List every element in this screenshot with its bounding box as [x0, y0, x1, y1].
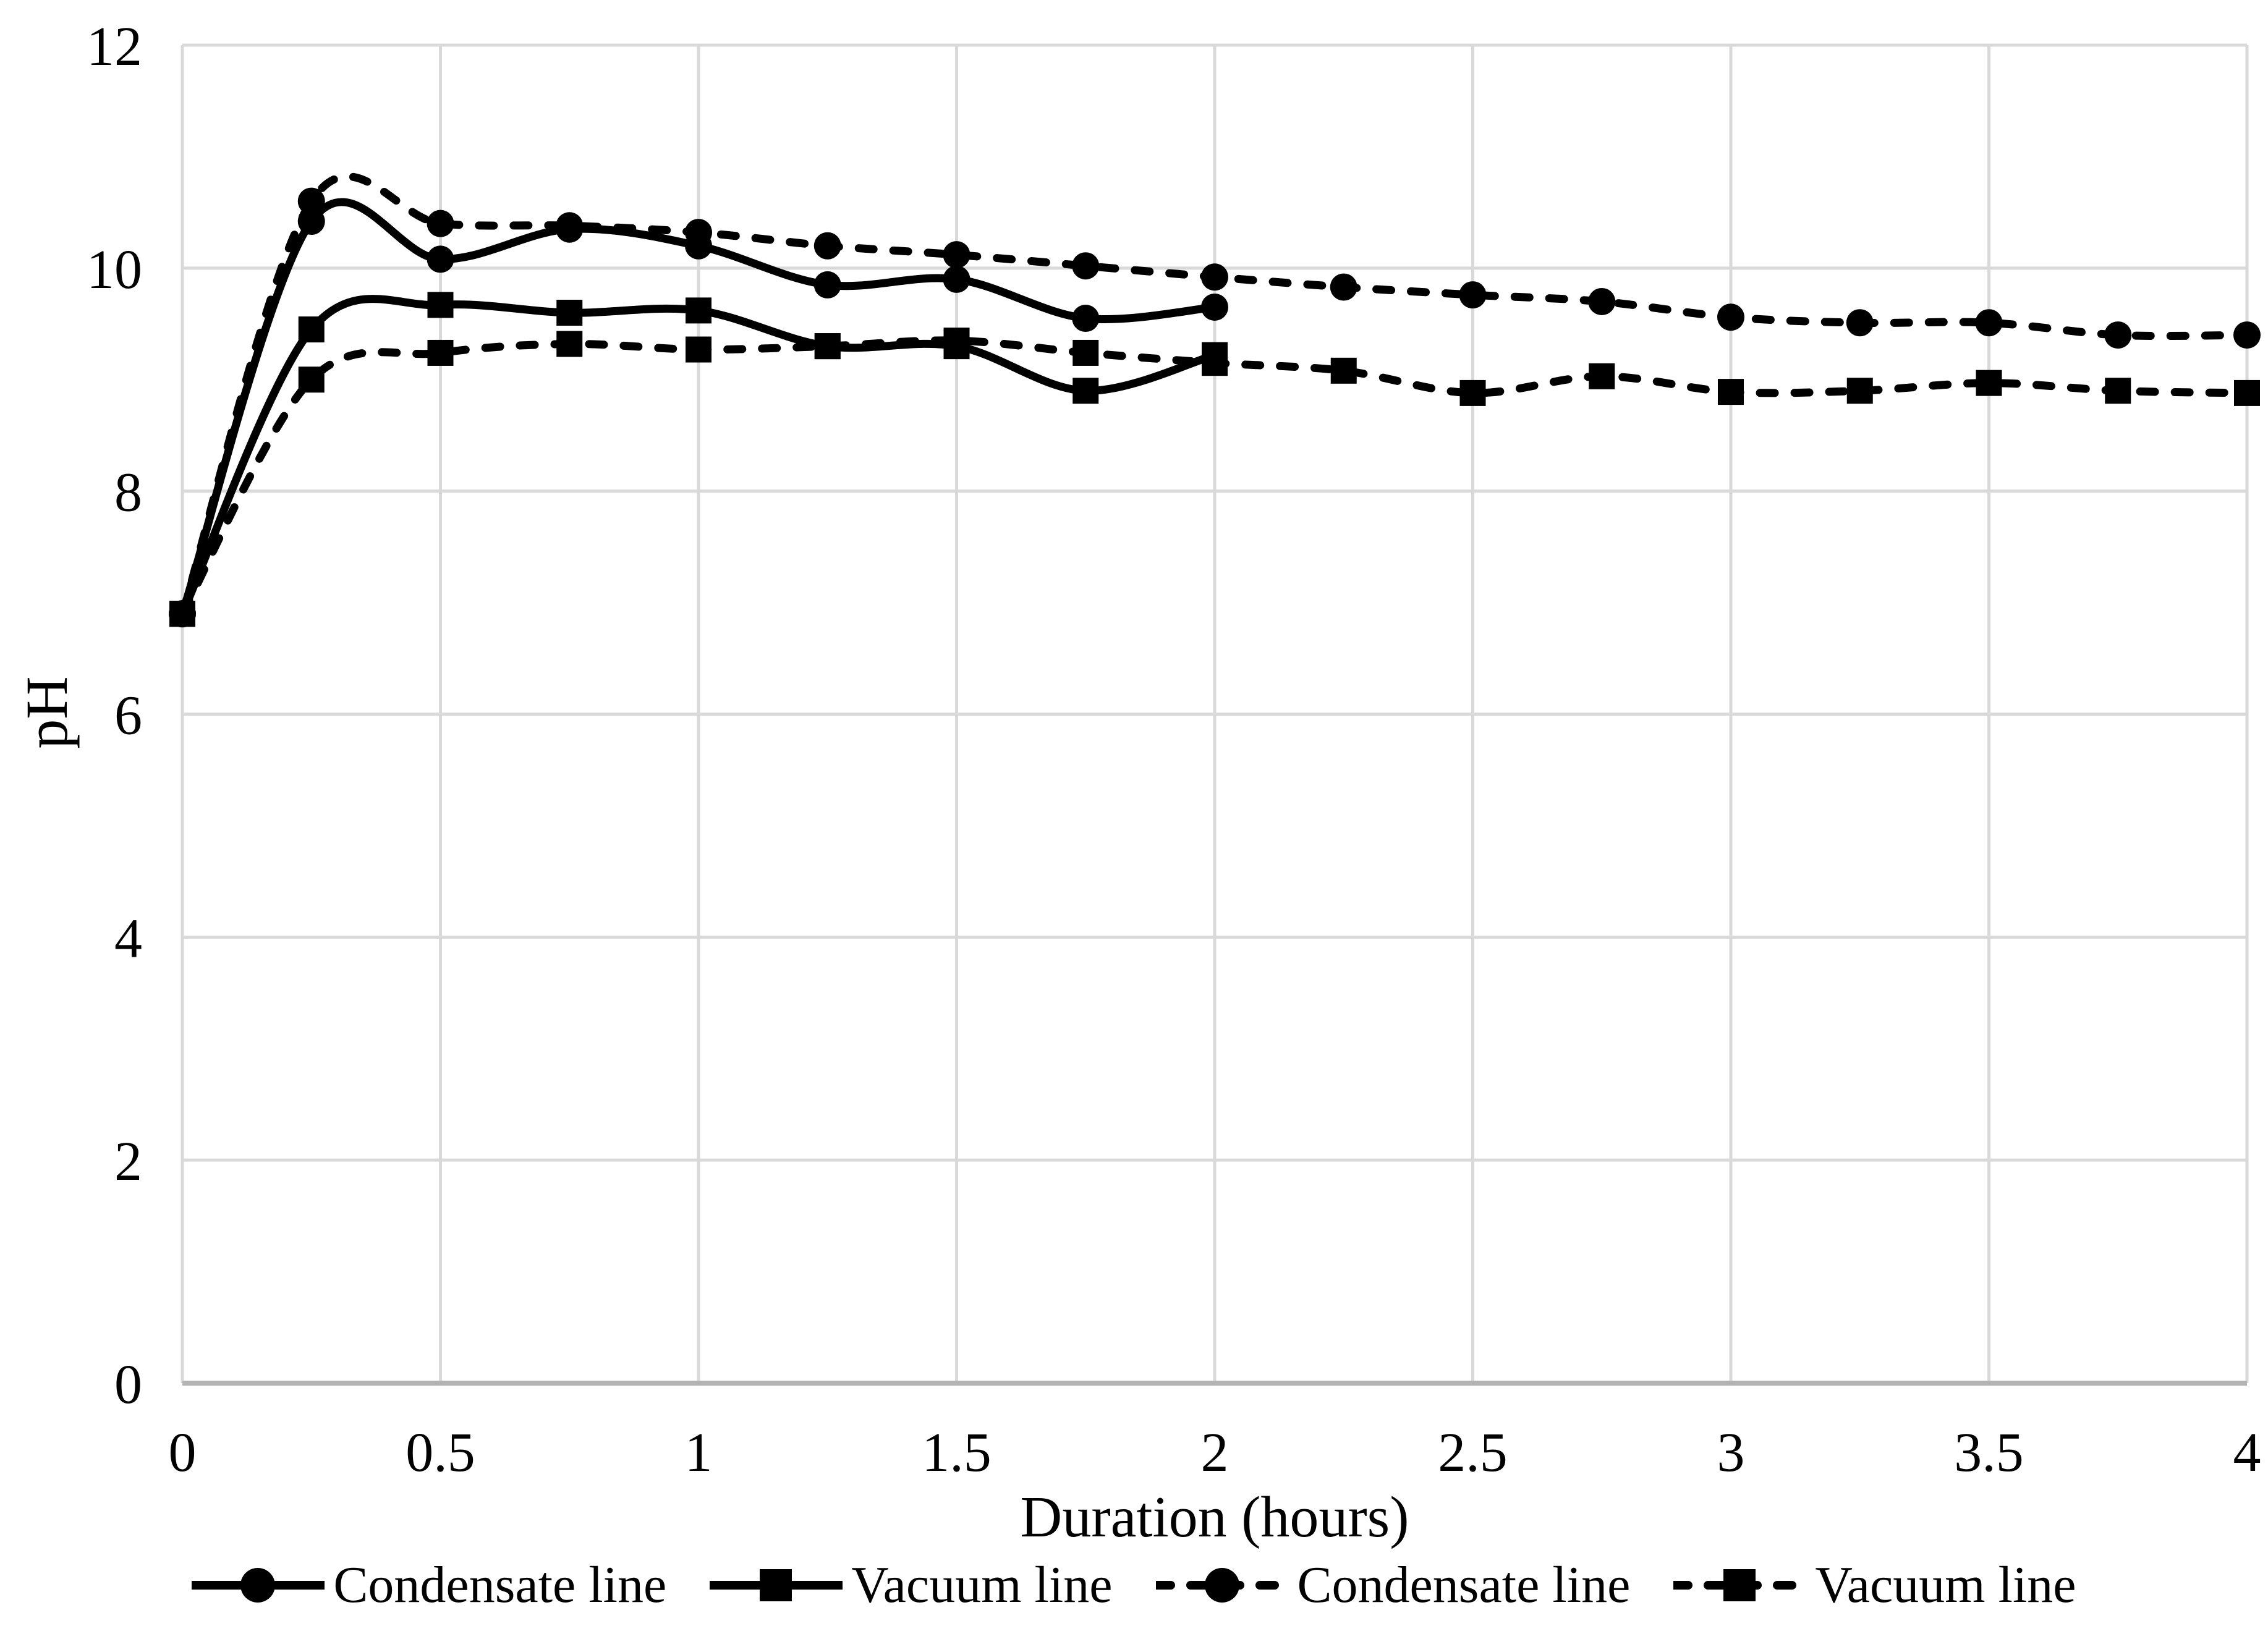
circle-marker: [297, 187, 325, 215]
y-tick-label: 8: [114, 462, 142, 523]
series-2-condensate-line-dashed: [169, 172, 2261, 628]
legend-square-marker: [1723, 1569, 1756, 1601]
square-marker: [1976, 370, 2002, 396]
y-tick-label: 10: [87, 239, 142, 300]
legend-label-vacuum-dashed: Vacuum line: [1815, 1556, 2076, 1614]
legend-item-vacuum-dashed: Vacuum line: [1673, 1548, 2076, 1622]
circle-marker: [1072, 305, 1100, 332]
square-marker: [814, 333, 841, 360]
legend-item-condensate-solid: Condensate line: [192, 1548, 666, 1622]
square-marker: [169, 601, 195, 627]
square-marker: [298, 366, 325, 393]
dashed-line-square-marker-icon: [1673, 1569, 1807, 1601]
circle-marker: [1975, 309, 2003, 337]
series-3-vacuum-line-dashed: [169, 328, 2260, 627]
circle-marker: [1072, 252, 1100, 280]
square-marker: [298, 316, 325, 343]
legend-circle-marker: [240, 1568, 276, 1603]
square-marker: [427, 339, 454, 366]
y-tick-label: 4: [114, 908, 142, 969]
circle-marker: [813, 232, 841, 260]
circle-marker: [943, 241, 970, 269]
circle-marker: [1717, 303, 1744, 331]
legend-item-condensate-dashed: Condensate line: [1155, 1548, 1631, 1622]
dashed-line-path: [178, 172, 2251, 618]
circle-marker: [1459, 281, 1487, 309]
x-tick-label: 3: [1717, 1422, 1745, 1483]
y-tick-label: 12: [87, 16, 142, 77]
solid-line-square-marker-icon: [710, 1569, 843, 1601]
solid-line-path: [178, 198, 1219, 618]
circle-marker: [427, 245, 454, 273]
legend-label-condensate-solid: Condensate line: [333, 1556, 667, 1614]
circle-marker: [1201, 263, 1228, 291]
legend: Condensate line Vacuum line Condensate l…: [0, 1542, 2268, 1628]
dashed-line-path: [178, 336, 2251, 618]
square-marker: [556, 331, 583, 357]
circle-marker: [556, 212, 584, 240]
square-marker: [686, 297, 711, 324]
circle-marker: [1588, 287, 1616, 315]
square-marker: [2234, 379, 2260, 406]
x-tick-label: 4: [2233, 1422, 2261, 1483]
square-marker: [1589, 363, 1615, 389]
square-marker: [686, 336, 711, 363]
square-marker: [1718, 379, 1744, 405]
circle-marker: [2233, 321, 2261, 349]
legend-label-condensate-dashed: Condensate line: [1297, 1556, 1631, 1614]
circle-marker: [2104, 321, 2132, 349]
x-axis-tick-labels: 0 0.5 1 1.5 2 2.5 3 3.5 4: [169, 1422, 2261, 1483]
gridlines: [181, 43, 2249, 1386]
circle-marker: [1330, 273, 1357, 301]
legend-item-vacuum-solid: Vacuum line: [710, 1548, 1113, 1622]
x-tick-label: 1: [685, 1422, 713, 1483]
y-tick-label: 2: [114, 1131, 142, 1192]
circle-marker: [1846, 309, 1874, 337]
circle-marker: [813, 271, 841, 299]
square-marker: [1330, 357, 1357, 384]
x-tick-label: 2.5: [1438, 1422, 1508, 1483]
x-axis-title: Duration (hours): [1020, 1485, 1409, 1549]
y-axis-tick-labels: 0 2 4 6 8 10 12: [87, 16, 142, 1415]
square-marker: [556, 300, 583, 326]
y-axis-title: pH: [14, 676, 80, 749]
x-tick-label: 1.5: [922, 1422, 992, 1483]
square-marker: [427, 292, 454, 318]
dashed-line-circle-marker-icon: [1155, 1568, 1289, 1603]
legend-label-vacuum-solid: Vacuum line: [851, 1556, 1113, 1614]
x-tick-label: 0: [169, 1422, 197, 1483]
legend-square-marker: [760, 1569, 792, 1601]
x-tick-label: 2: [1201, 1422, 1229, 1483]
circle-marker: [943, 265, 970, 293]
circle-marker: [427, 210, 454, 237]
y-tick-label: 0: [114, 1354, 142, 1415]
circle-marker: [1201, 293, 1228, 321]
square-marker: [2105, 378, 2131, 404]
legend-circle-marker: [1204, 1568, 1239, 1603]
x-tick-label: 3.5: [1954, 1422, 2024, 1483]
circle-marker: [685, 219, 712, 247]
square-marker: [943, 328, 970, 354]
square-marker: [1072, 378, 1099, 404]
y-tick-label: 6: [114, 685, 142, 747]
square-marker: [1459, 379, 1486, 406]
square-marker: [1072, 339, 1099, 366]
x-tick-label: 0.5: [406, 1422, 475, 1483]
solid-line-circle-marker-icon: [192, 1568, 325, 1603]
square-marker: [1202, 350, 1228, 376]
square-marker: [1846, 378, 1873, 404]
